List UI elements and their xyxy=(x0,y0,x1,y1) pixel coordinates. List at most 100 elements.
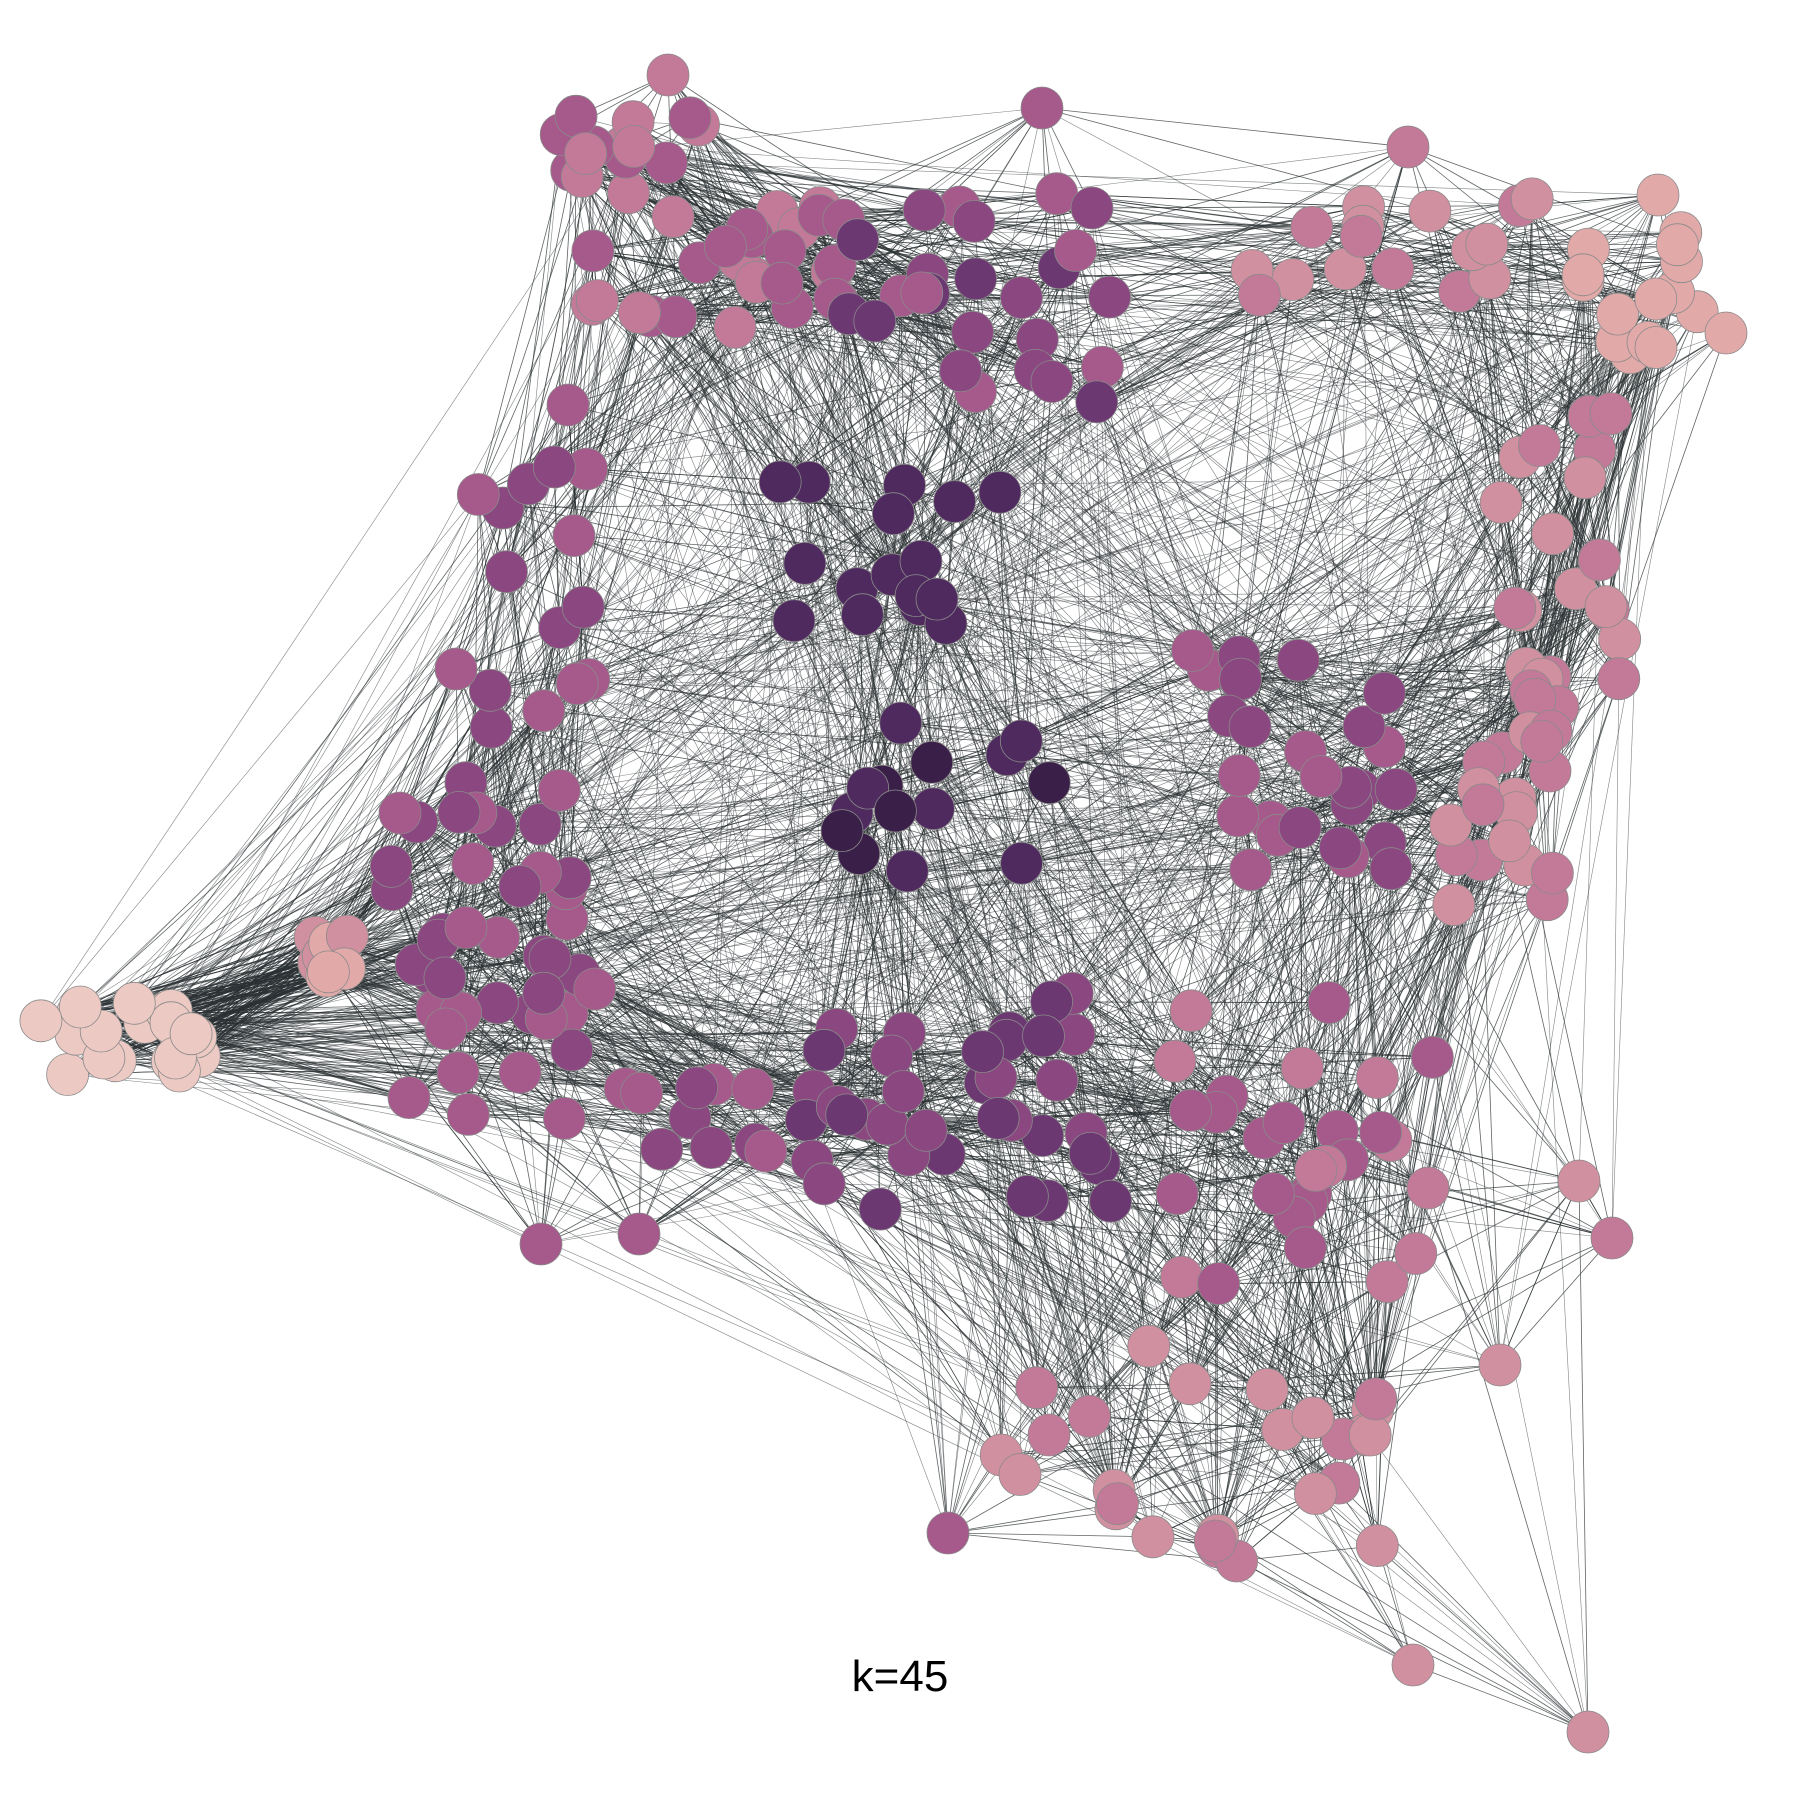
graph-edge xyxy=(166,300,598,1013)
graph-edge xyxy=(954,501,1299,661)
graph-node xyxy=(434,647,478,691)
graph-node xyxy=(1278,806,1322,849)
graph-edge xyxy=(559,294,1260,628)
graph-node xyxy=(879,701,923,745)
graph-edge xyxy=(575,115,1365,727)
graph-edge xyxy=(592,303,1607,607)
graph-edge xyxy=(923,209,1022,298)
graph-edge xyxy=(881,785,1044,1037)
graph-edge xyxy=(904,863,1022,1034)
graph-edge xyxy=(399,668,457,814)
graph-node xyxy=(1578,538,1621,582)
graph-edge xyxy=(592,250,781,483)
graph-edge xyxy=(115,1060,881,1210)
graph-edge xyxy=(900,339,1038,724)
graph-edge xyxy=(1181,1276,1314,1419)
graph-edge xyxy=(1037,226,1312,340)
graph-edge xyxy=(190,710,544,1034)
graph-edge xyxy=(597,300,867,1120)
graph-edge xyxy=(328,971,1376,1400)
graph-edge xyxy=(638,1093,642,1235)
graph-edge xyxy=(344,968,640,1235)
graph-node xyxy=(1566,1710,1610,1754)
graph-edge xyxy=(1174,277,1491,1062)
graph-edge xyxy=(597,300,825,1184)
graph-node xyxy=(1160,1255,1203,1299)
graph-edge xyxy=(1302,1067,1613,1239)
graph-edge xyxy=(1096,205,1520,403)
graph-node xyxy=(1348,1413,1392,1457)
graph-edge xyxy=(975,278,1617,342)
graph-node xyxy=(456,473,500,516)
graph-node xyxy=(1634,326,1678,369)
graph-node xyxy=(1169,1088,1212,1132)
graph-edge xyxy=(588,300,838,680)
graph-node xyxy=(900,271,944,315)
graph-node xyxy=(1520,720,1564,763)
graph-edge xyxy=(1217,291,1460,1536)
graph-edge xyxy=(666,162,925,211)
graph-edge xyxy=(1056,1002,1330,1081)
graph-edge xyxy=(1407,146,1552,732)
graph-edge xyxy=(947,1532,1153,1538)
graph-edge xyxy=(1251,270,1612,414)
graph-edge xyxy=(792,307,904,1092)
graph-edge xyxy=(880,1153,1091,1210)
graph-edge xyxy=(1607,261,1682,610)
graph-node xyxy=(1068,1132,1112,1175)
graph-edge xyxy=(457,1072,1115,1491)
graph-node xyxy=(976,1097,1020,1140)
graph-node xyxy=(436,1051,480,1095)
graph-edge xyxy=(1217,1132,1381,1536)
graph-edge xyxy=(1021,588,1576,864)
graph-edge xyxy=(465,927,640,1235)
graph-edge xyxy=(1036,827,1301,1388)
graph-edge xyxy=(954,501,1316,1171)
graph-edge xyxy=(559,790,1265,1139)
graph-edge xyxy=(1429,210,1521,458)
graph-edge xyxy=(199,937,316,1057)
graph-edge xyxy=(856,588,1052,1003)
graph-edge xyxy=(1325,198,1533,1167)
graph-node xyxy=(853,299,897,343)
graph-edge xyxy=(793,620,814,1091)
graph-edge xyxy=(166,1012,1371,1436)
graph-edge xyxy=(77,239,858,1015)
graph-edge xyxy=(843,219,938,600)
graph-node xyxy=(885,849,929,893)
graph-edge xyxy=(1395,789,1589,1733)
graph-edge xyxy=(1578,559,1600,1182)
graph-edge xyxy=(489,690,715,1085)
graph-node xyxy=(498,865,542,908)
graph-edge xyxy=(1578,1180,1589,1733)
graph-edge xyxy=(857,107,1043,241)
graph-edge xyxy=(1384,610,1521,694)
graph-edge xyxy=(577,606,1607,684)
graph-edge xyxy=(751,236,1115,1491)
graph-node xyxy=(825,1093,869,1137)
graph-edge xyxy=(1372,278,1491,1410)
graph-node xyxy=(1354,1377,1398,1421)
graph-edge xyxy=(999,491,1385,748)
graph-edge xyxy=(1189,1247,1306,1385)
graph-edge xyxy=(1019,1096,1228,1475)
graph-node xyxy=(469,705,513,749)
graph-edge xyxy=(638,1039,1007,1235)
graph-edge xyxy=(166,312,640,1013)
graph-edge xyxy=(571,170,754,1089)
graph-node xyxy=(912,787,955,831)
graph-node xyxy=(1290,205,1334,249)
graph-edge xyxy=(1384,668,1527,694)
graph-edge xyxy=(1096,194,1659,403)
graph-node xyxy=(498,1051,542,1094)
graph-edge xyxy=(836,1106,1090,1417)
graph-edge xyxy=(1117,1061,1176,1504)
graph-edge xyxy=(84,785,883,1029)
graph-node xyxy=(1245,1368,1289,1411)
graph-edge xyxy=(179,746,1385,1033)
graph-edge xyxy=(1190,1010,1378,1078)
graph-node xyxy=(1411,1035,1454,1079)
graph-edge xyxy=(904,1032,1218,1536)
graph-edge xyxy=(675,316,917,596)
graph-edge xyxy=(734,327,1010,1033)
